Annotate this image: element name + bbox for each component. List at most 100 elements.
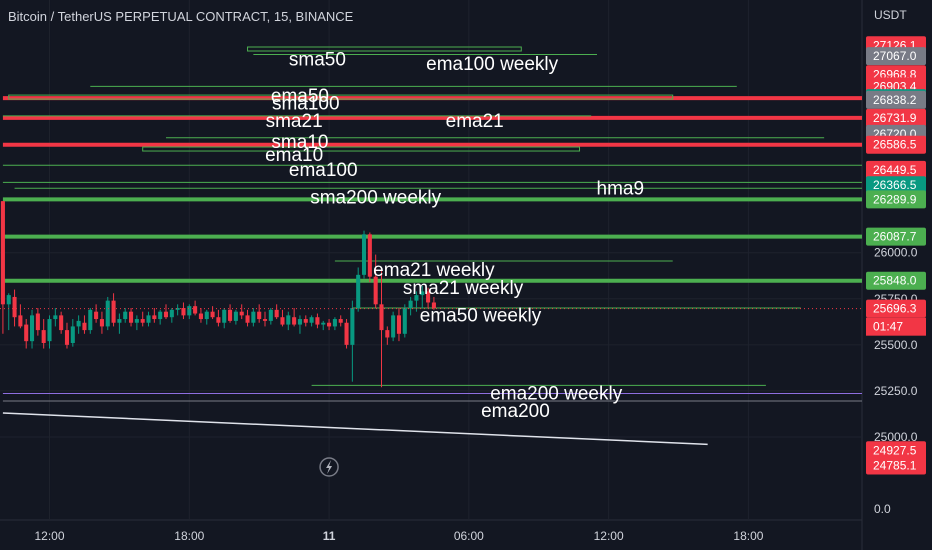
price-badge	[866, 90, 926, 109]
candle-body	[29, 315, 35, 342]
candle-body	[169, 309, 174, 318]
chart-title: Bitcoin / TetherUS PERPETUAL CONTRACT, 1…	[8, 9, 354, 24]
candle-body	[233, 311, 238, 321]
price-badge-label: 26366.5	[873, 178, 917, 192]
candle-body	[6, 295, 11, 305]
candle-body	[367, 234, 372, 277]
candle-body	[251, 311, 256, 323]
candle-body	[53, 315, 58, 320]
candle-body	[99, 319, 104, 327]
time-tick-label: 18:00	[174, 529, 204, 543]
price-badge-label: 26087.7	[873, 230, 917, 244]
price-badge	[866, 47, 926, 66]
price-badge-label: 25848.0	[873, 274, 917, 288]
candle-body	[262, 319, 268, 321]
lightning-icon-glyph	[326, 460, 333, 474]
candle-body	[414, 295, 419, 301]
candle-body	[356, 274, 361, 308]
candle-body	[268, 309, 273, 321]
candle-body	[123, 311, 128, 320]
candle-body	[47, 319, 52, 342]
price-badge	[866, 176, 926, 195]
candle-body	[286, 315, 291, 325]
price-badge	[866, 227, 926, 246]
indicator-level-box	[8, 94, 674, 100]
indicator-label: ema21 weekly	[373, 260, 495, 281]
price-tick-label: 25000.0	[874, 430, 918, 444]
candle-body	[245, 315, 250, 323]
candle-body	[391, 315, 396, 338]
indicator-label: ema100 weekly	[426, 54, 559, 75]
indicator-label: ema21	[446, 111, 504, 132]
candle-body	[408, 300, 413, 308]
price-badge	[866, 456, 926, 475]
candle-body	[0, 201, 5, 305]
candle-body	[210, 311, 215, 318]
candle-body	[12, 296, 17, 318]
price-badge-label: 26731.9	[873, 111, 917, 125]
candle-body	[76, 320, 81, 327]
price-tick-label: 0.0	[874, 502, 891, 516]
candle-body	[158, 311, 163, 320]
candle-body	[274, 309, 279, 318]
time-tick-label: 06:00	[454, 529, 484, 543]
candle-body	[152, 315, 157, 320]
candle-body	[181, 308, 186, 316]
candle-body	[228, 309, 233, 321]
price-badge	[866, 441, 926, 460]
indicator-label: sma10	[271, 132, 328, 153]
price-badge	[866, 108, 926, 127]
price-badge-label: 26838.2	[873, 93, 917, 107]
candle-body	[303, 319, 308, 323]
candle-body	[111, 300, 116, 323]
price-badge-label: 24785.1	[873, 459, 917, 473]
candle-body	[163, 311, 169, 318]
indicator-label: ema100	[289, 160, 358, 181]
time-axis-panel	[0, 520, 862, 550]
candle-body	[117, 319, 122, 323]
candle-body	[379, 304, 384, 331]
candle-body	[239, 311, 244, 316]
candle-body	[431, 302, 436, 308]
candle-body	[257, 311, 262, 320]
candle-body	[402, 308, 407, 334]
candle-body	[321, 322, 326, 325]
candle-body	[193, 306, 198, 314]
candle-body	[35, 313, 40, 331]
candle-body	[338, 319, 343, 323]
price-badge	[866, 299, 926, 318]
candle-body	[129, 311, 134, 323]
indicator-level-box	[142, 146, 581, 152]
candle-body	[420, 291, 425, 296]
candle-body	[88, 309, 93, 331]
candle-body	[297, 319, 302, 325]
candle-body	[82, 322, 87, 331]
candle-body	[385, 330, 390, 338]
time-tick-label: 11	[323, 529, 336, 543]
trend-line[interactable]	[2, 412, 708, 446]
candle-body	[327, 322, 332, 327]
indicator-label: ema200	[481, 401, 550, 422]
currency-label[interactable]: USDT	[874, 8, 907, 22]
price-badge-label: 26449.5	[873, 163, 917, 177]
price-badge-label: 27067.0	[873, 49, 917, 63]
price-badge	[866, 271, 926, 290]
candle-body	[216, 317, 221, 323]
time-tick-label: 12:00	[594, 529, 624, 543]
candle-body	[373, 276, 378, 305]
price-tick-label: 25500.0	[874, 338, 918, 352]
candle-body	[105, 300, 110, 327]
price-badge-label: 26586.5	[873, 138, 917, 152]
price-badge	[866, 190, 926, 209]
indicator-label: sma21 weekly	[403, 278, 524, 299]
candle-body	[280, 317, 285, 325]
candle-body	[41, 330, 46, 343]
candle-body	[94, 311, 99, 320]
price-badge-label: 25696.3	[873, 302, 917, 316]
indicator-label: sma50	[289, 49, 346, 70]
time-tick-label: 12:00	[34, 529, 64, 543]
candle-body	[146, 315, 151, 323]
candle-body	[204, 311, 209, 320]
